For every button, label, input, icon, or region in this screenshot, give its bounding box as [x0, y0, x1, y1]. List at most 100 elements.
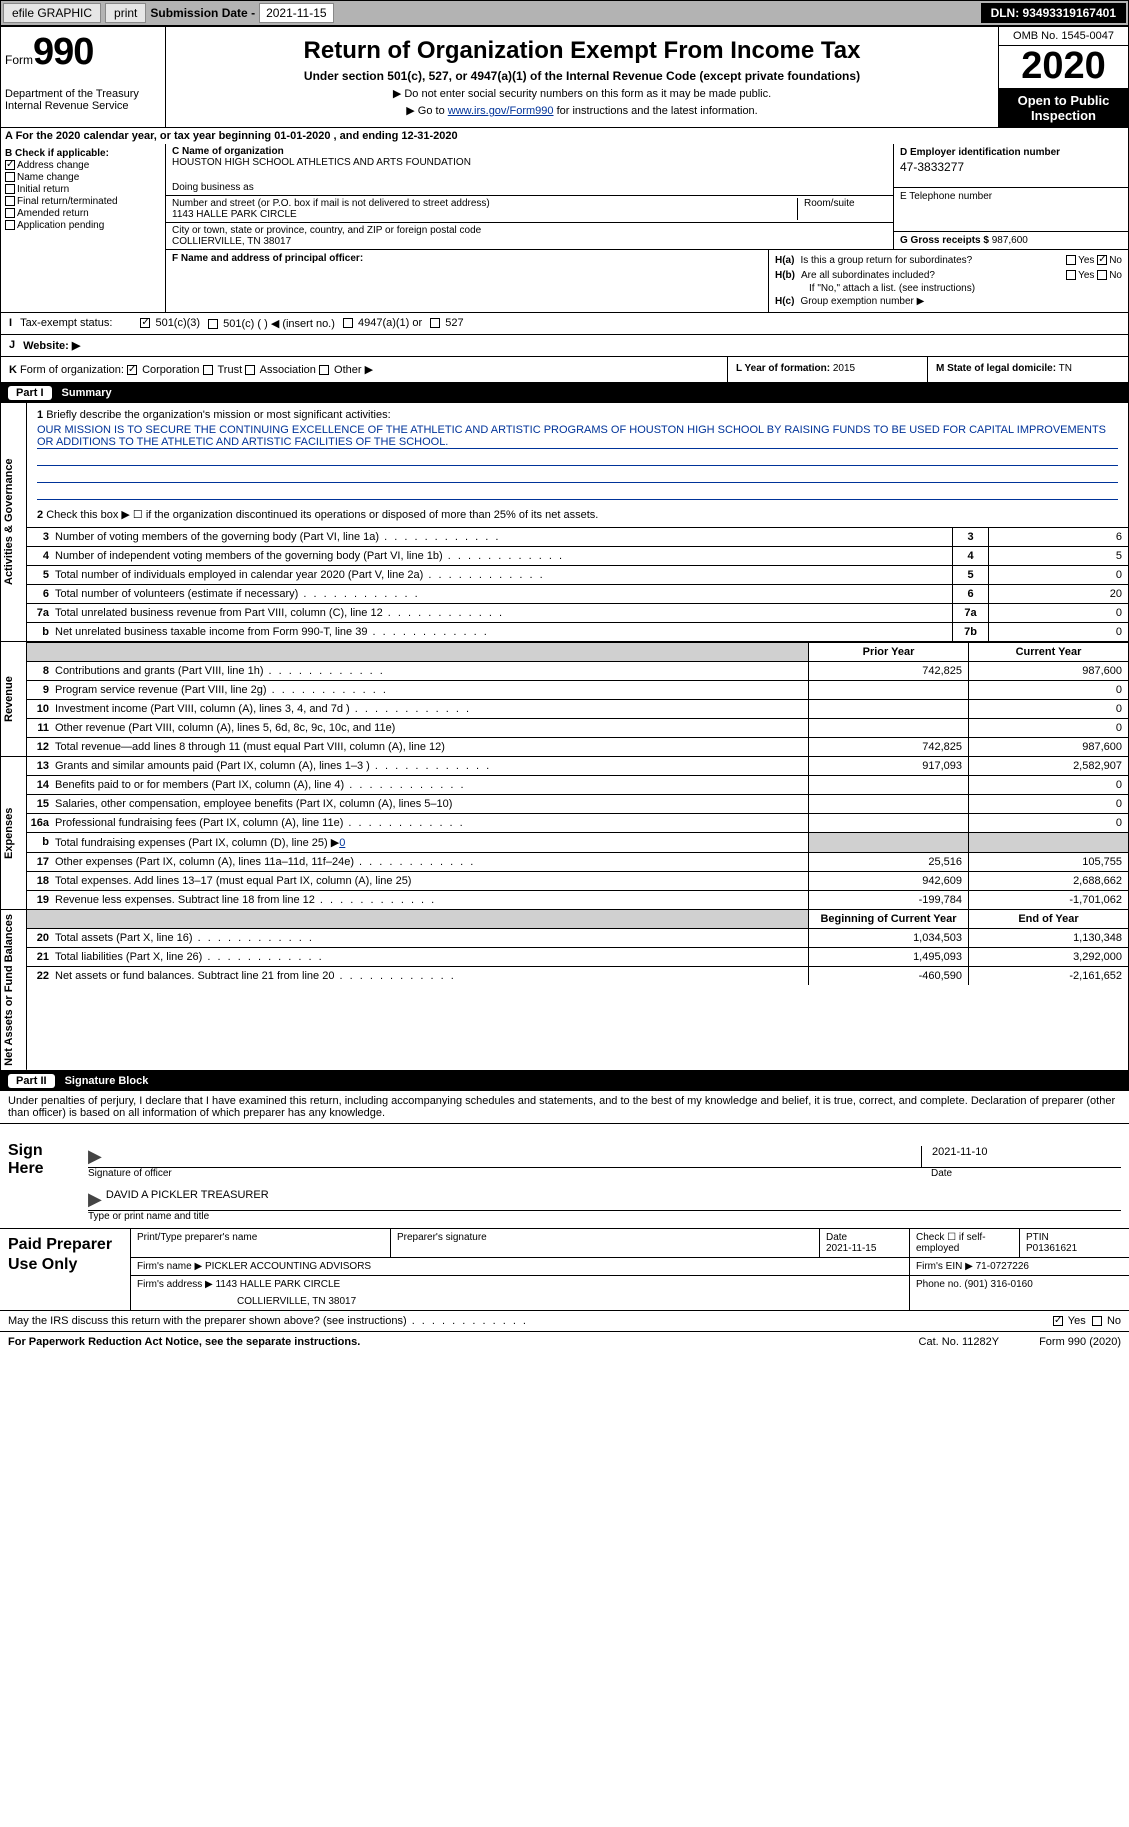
- chk-corp[interactable]: [127, 365, 137, 375]
- efile-button[interactable]: efile GRAPHIC: [3, 3, 101, 23]
- governance-section: Activities & Governance 1 Briefly descri…: [0, 403, 1129, 642]
- chk-other[interactable]: [319, 365, 329, 375]
- cy: [968, 833, 1128, 852]
- l7a-val: 0: [988, 604, 1128, 622]
- py: -199,784: [808, 891, 968, 909]
- n: 17: [27, 853, 55, 871]
- l2-text: Check this box ▶ ☐ if the organization d…: [46, 509, 598, 521]
- line-11: 11Other revenue (Part VIII, column (A), …: [27, 718, 1128, 737]
- opt-527: 527: [445, 317, 463, 329]
- chk-amended[interactable]: [5, 208, 15, 218]
- net-assets-section: Net Assets or Fund Balances Beginning of…: [0, 910, 1129, 1071]
- cy: 0: [968, 681, 1128, 699]
- signature-arrow-icon: ▶: [88, 1146, 102, 1167]
- n: 21: [27, 948, 55, 966]
- l7b-val: 0: [988, 623, 1128, 641]
- opt-other: Other ▶: [334, 364, 373, 376]
- phl: Phone no.: [916, 1279, 962, 1290]
- print-button[interactable]: print: [105, 3, 146, 23]
- form-note-2: ▶ Go to www.irs.gov/Form990 for instruct…: [170, 104, 994, 117]
- chk-name-change[interactable]: [5, 172, 15, 182]
- py: [808, 719, 968, 737]
- chk-assoc[interactable]: [245, 365, 255, 375]
- d-label: D Employer identification number: [900, 147, 1122, 158]
- j-label: J: [9, 339, 15, 351]
- discuss-yes[interactable]: [1053, 1316, 1063, 1326]
- city: COLLIERVILLE, TN 38017: [172, 236, 887, 247]
- cy: 2,582,907: [968, 757, 1128, 775]
- chk-501c[interactable]: [208, 319, 218, 329]
- irs-link[interactable]: www.irs.gov/Form990: [448, 105, 554, 117]
- chk-527[interactable]: [430, 318, 440, 328]
- chk-address-change[interactable]: [5, 160, 15, 170]
- l1-text: Briefly describe the organization's miss…: [46, 409, 390, 421]
- fa: 1143 HALLE PARK CIRCLE: [216, 1279, 341, 1290]
- submission-date: 2021-11-15: [259, 3, 334, 23]
- amended-return: Amended return: [17, 208, 89, 219]
- mission-text: OUR MISSION IS TO SECURE THE CONTINUING …: [37, 424, 1118, 449]
- chk-final[interactable]: [5, 196, 15, 206]
- l3-box: 3: [952, 528, 988, 546]
- n: No: [1107, 1315, 1121, 1327]
- l6-num: 6: [27, 588, 55, 600]
- ha-yes[interactable]: [1066, 255, 1076, 265]
- chk-501c3[interactable]: [140, 318, 150, 328]
- discuss-no[interactable]: [1092, 1316, 1102, 1326]
- l3-text: Number of voting members of the governin…: [55, 528, 952, 546]
- hb-text: Are all subordinates included?: [801, 270, 935, 281]
- py: 917,093: [808, 757, 968, 775]
- t: Professional fundraising fees (Part IX, …: [55, 814, 808, 832]
- department: Department of the Treasury Internal Reve…: [5, 88, 161, 112]
- expenses-section: Expenses 13Grants and similar amounts pa…: [0, 757, 1129, 910]
- submission-date-label: Submission Date -: [150, 6, 255, 20]
- chk-4947[interactable]: [343, 318, 353, 328]
- form-header: Form990 Department of the Treasury Inter…: [0, 26, 1129, 128]
- officer-name: DAVID A PICKLER TREASURER: [106, 1189, 1121, 1210]
- discuss-text: May the IRS discuss this return with the…: [8, 1315, 528, 1327]
- net-header: Beginning of Current Year End of Year: [27, 910, 1128, 928]
- i-text: Tax-exempt status:: [20, 317, 112, 329]
- n: 14: [27, 776, 55, 794]
- line-7b: b Net unrelated business taxable income …: [27, 622, 1128, 641]
- ph: (901) 316-0160: [964, 1279, 1032, 1290]
- line-6: 6 Total number of volunteers (estimate i…: [27, 584, 1128, 603]
- form-identifier: Form990 Department of the Treasury Inter…: [1, 27, 166, 127]
- cy: 2,688,662: [968, 872, 1128, 890]
- fe: 71-0727226: [976, 1261, 1029, 1272]
- t: Contributions and grants (Part VIII, lin…: [55, 662, 808, 680]
- l7a-box: 7a: [952, 604, 988, 622]
- l2-num: 2: [37, 509, 43, 521]
- n: 9: [27, 681, 55, 699]
- paid-row-3: Firm's address ▶ 1143 HALLE PARK CIRCLEC…: [130, 1276, 1129, 1310]
- form-title: Return of Organization Exempt From Incom…: [170, 37, 994, 65]
- t: Benefits paid to or for members (Part IX…: [55, 776, 808, 794]
- hb-no[interactable]: [1097, 270, 1107, 280]
- fn: PICKLER ACCOUNTING ADVISORS: [205, 1261, 371, 1272]
- prior-year-hdr: Prior Year: [808, 643, 968, 661]
- pv: P01361621: [1026, 1243, 1077, 1254]
- n: 15: [27, 795, 55, 813]
- t: Net assets or fund balances. Subtract li…: [55, 967, 808, 985]
- section-b: B Check if applicable: Address change Na…: [1, 144, 166, 312]
- side-net: Net Assets or Fund Balances: [1, 910, 27, 1070]
- chk-trust[interactable]: [203, 365, 213, 375]
- l6-text: Total number of volunteers (estimate if …: [55, 585, 952, 603]
- t: Grants and similar amounts paid (Part IX…: [55, 757, 808, 775]
- l7a-text: Total unrelated business revenue from Pa…: [55, 604, 952, 622]
- hb-yes[interactable]: [1066, 270, 1076, 280]
- fin-hdr-spacer: [27, 643, 808, 661]
- chk-initial[interactable]: [5, 184, 15, 194]
- end-year-hdr: End of Year: [968, 910, 1128, 928]
- l16b-val-link[interactable]: 0: [339, 837, 345, 849]
- begin-year-hdr: Beginning of Current Year: [808, 910, 968, 928]
- sign-label: Sign Here: [0, 1124, 80, 1228]
- mission-blank3: [37, 486, 1118, 500]
- n: 18: [27, 872, 55, 890]
- chk-application[interactable]: [5, 220, 15, 230]
- ha-no[interactable]: [1097, 255, 1107, 265]
- date-label: Date: [921, 1168, 1121, 1179]
- info-grid: B Check if applicable: Address change Na…: [0, 144, 1129, 313]
- topbar: efile GRAPHIC print Submission Date - 20…: [0, 0, 1129, 26]
- dv: 2021-11-15: [826, 1243, 876, 1254]
- line-8: 8Contributions and grants (Part VIII, li…: [27, 661, 1128, 680]
